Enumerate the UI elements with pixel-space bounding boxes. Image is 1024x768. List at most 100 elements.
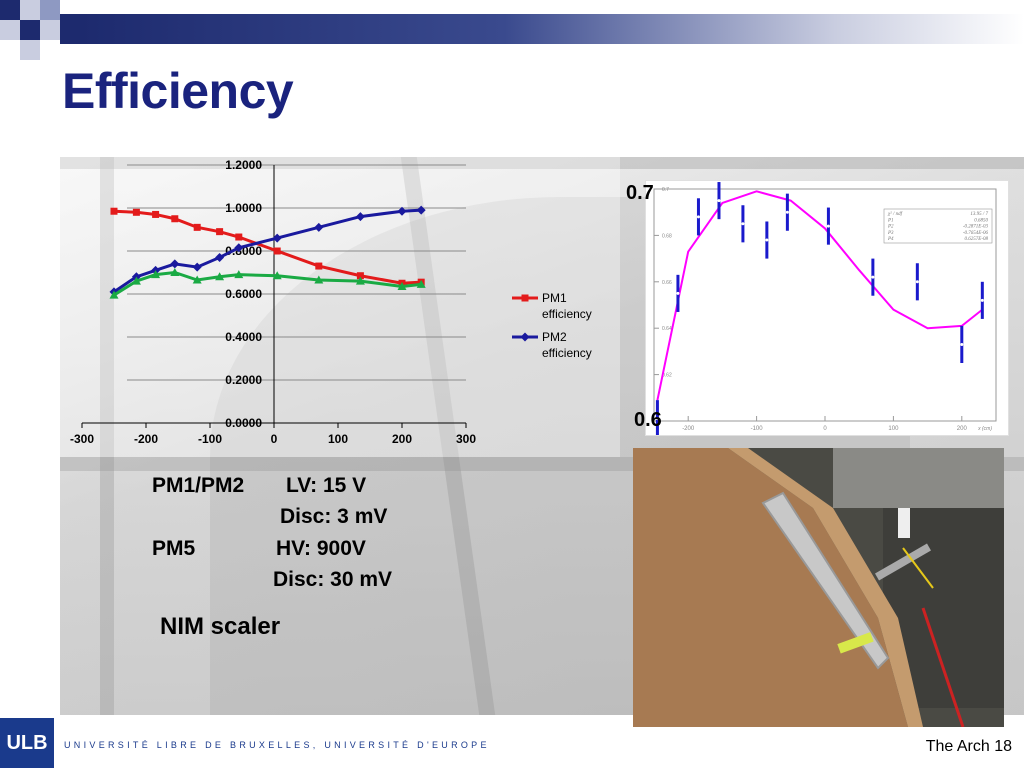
data-point <box>980 298 984 302</box>
x-tick-label: 300 <box>456 432 476 446</box>
data-point <box>315 262 323 270</box>
data-point <box>314 222 324 232</box>
data-point <box>765 238 769 242</box>
data-point <box>520 332 530 342</box>
y-tick-label: 0.7 <box>662 187 669 193</box>
photo-beam <box>60 157 1024 169</box>
x-tick-label: 200 <box>957 426 968 432</box>
disc-value-1: Disc: 3 mV <box>280 505 388 528</box>
y-tick-label: 1.0000 <box>225 201 262 215</box>
data-point <box>397 206 407 216</box>
pm5-label: PM5 <box>152 537 196 560</box>
x-tick-label: -300 <box>70 432 94 446</box>
deco-square <box>40 0 60 20</box>
data-point <box>676 291 680 295</box>
deco-square <box>20 0 40 20</box>
deco-square <box>40 20 60 40</box>
data-point <box>272 233 282 243</box>
slide-title: Efficiency <box>62 63 294 119</box>
header-decoration <box>0 0 1024 60</box>
pm1pm2-label: PM1/PM2 <box>152 474 245 497</box>
data-point <box>826 224 830 228</box>
x-tick-label: -100 <box>751 426 764 432</box>
data-point <box>521 294 529 302</box>
deco-square <box>0 0 20 20</box>
legend-label: PM1 <box>542 291 567 305</box>
data-point <box>871 275 875 279</box>
efficiency-chart: 0.00000.20000.40000.60000.80001.00001.20… <box>60 157 620 457</box>
ulb-logo: ULB <box>0 718 54 768</box>
fit-plot: 0.62 0.64 0.66 0.68 0.7 -200 -100 0 100 200 x (cm)… <box>653 182 997 438</box>
data-point <box>192 262 202 272</box>
legend-label: efficiency <box>542 346 592 360</box>
data-point <box>132 208 140 216</box>
y-tick-label: 0.62 <box>662 373 672 379</box>
apparatus-drawing <box>633 448 1004 727</box>
data-point <box>170 259 180 269</box>
stats-label: χ² / ndf <box>887 211 903 217</box>
fit-plot-panel: 0.62 0.64 0.66 0.68 0.7 -200 -100 0 100 200 x (cm)… <box>645 180 1009 438</box>
x-tick-label: -200 <box>134 432 158 446</box>
y-tick-label: 0.2000 <box>225 373 262 387</box>
x-tick-label: 200 <box>392 432 412 446</box>
data-point <box>234 243 244 253</box>
x-tick-label: 100 <box>888 426 899 432</box>
header-band <box>80 14 1024 44</box>
x-tick-label: 100 <box>328 432 348 446</box>
data-point <box>416 279 426 288</box>
nim-scaler-label: NIM scaler <box>160 613 281 640</box>
data-point <box>655 417 659 421</box>
data-point <box>314 275 324 284</box>
data-point <box>785 210 789 214</box>
data-point <box>170 268 180 276</box>
data-point <box>717 199 721 203</box>
data-point <box>960 342 964 346</box>
stats-box <box>883 208 993 244</box>
data-point <box>151 270 161 279</box>
stats-value: 13.95 / 7 <box>970 212 988 217</box>
x-tick-label: 0 <box>823 426 827 432</box>
data-point <box>192 275 202 284</box>
fit-ymin-label: 0.6 <box>634 409 662 431</box>
data-point <box>915 280 919 284</box>
fit-curve <box>656 190 983 401</box>
stats-label: P2 <box>887 225 894 230</box>
y-tick-label: 0.6000 <box>225 287 262 301</box>
data-point <box>397 281 407 290</box>
data-point <box>152 210 160 218</box>
y-tick-label: 0.4000 <box>225 330 262 344</box>
university-name: UNIVERSITÉ LIBRE DE BRUXELLES, UNIVERSIT… <box>64 740 490 750</box>
deco-square <box>60 14 80 44</box>
stats-value: -0.7654E-06 <box>963 231 989 236</box>
stats-label: P3 <box>887 231 894 236</box>
y-tick-label: 0.68 <box>662 233 672 239</box>
x-axis-label: x (cm) <box>977 426 992 432</box>
x-tick-label: -100 <box>198 432 222 446</box>
data-point <box>235 233 243 241</box>
data-point <box>272 271 282 280</box>
data-point <box>273 247 281 255</box>
data-point <box>215 272 225 281</box>
legend-label: efficiency <box>542 307 592 321</box>
data-point <box>109 290 119 299</box>
stats-label: P1 <box>887 218 894 223</box>
series-line <box>113 270 422 297</box>
stats-value: -0.2871E-03 <box>963 225 989 230</box>
photo-beam <box>100 157 114 715</box>
data-point <box>355 212 365 222</box>
chart-area <box>60 157 620 457</box>
data-point <box>741 222 745 226</box>
slide-footer-page: The Arch 18 <box>925 738 1012 755</box>
data-point <box>696 215 700 219</box>
data-point <box>171 215 179 223</box>
data-point <box>215 252 225 262</box>
apparatus-photo <box>633 448 1004 727</box>
y-tick-label: 0.8000 <box>225 244 262 258</box>
x-tick-label: 0 <box>271 432 278 446</box>
stats-value: 0.6850 <box>974 218 988 223</box>
data-point <box>416 205 426 215</box>
deco-square <box>20 20 40 40</box>
data-point <box>193 223 201 231</box>
data-point <box>234 270 244 279</box>
deco-square <box>20 40 40 60</box>
